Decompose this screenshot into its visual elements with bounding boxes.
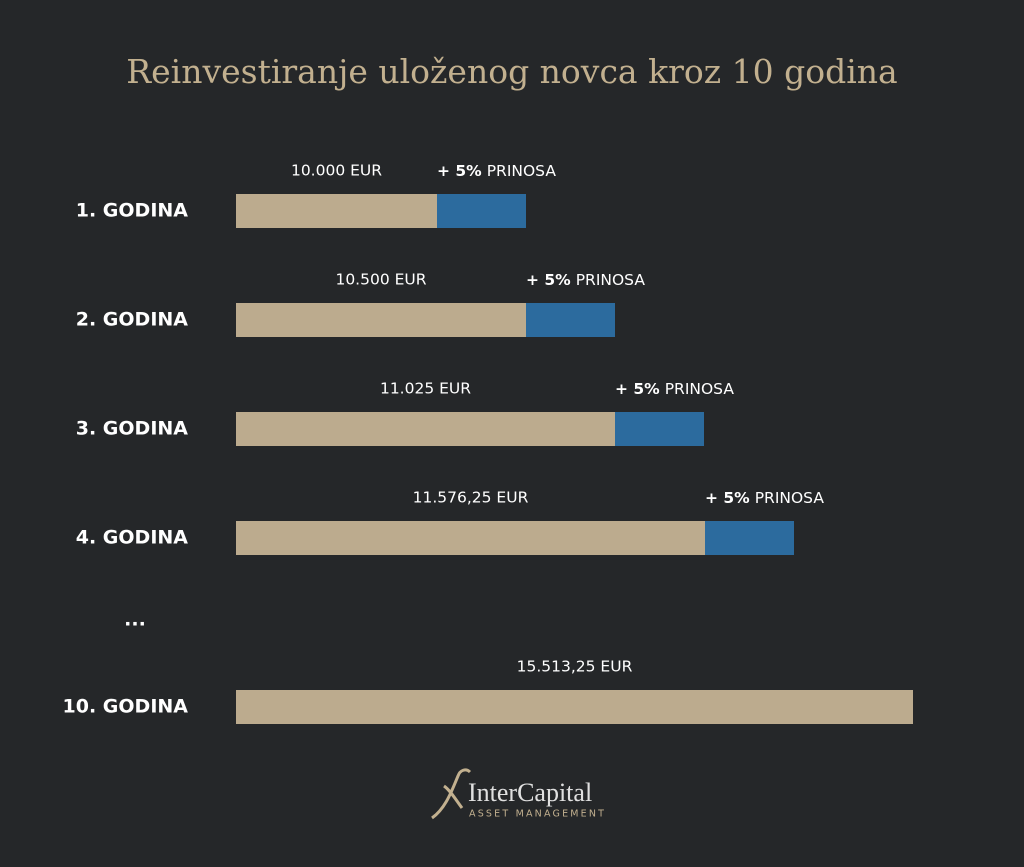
principal-bar — [236, 194, 437, 228]
gain-bar — [705, 521, 794, 555]
amount-label: 11.576,25 EUR — [413, 489, 529, 507]
gain-label: + 5% PRINOSA — [526, 271, 645, 289]
gain-bar — [437, 194, 526, 228]
gain-value: + 5% — [437, 162, 482, 180]
gain-bar — [526, 303, 615, 337]
gain-bar — [615, 412, 704, 446]
gain-label: + 5% PRINOSA — [615, 380, 734, 398]
row-label: 1. GODINA — [76, 200, 189, 222]
gain-value: + 5% — [526, 271, 571, 289]
principal-bar — [236, 303, 526, 337]
row-label: 2. GODINA — [76, 309, 189, 331]
gain-text: PRINOSA — [487, 162, 557, 180]
gain-value: + 5% — [615, 380, 660, 398]
gain-label: + 5% PRINOSA — [705, 489, 824, 507]
logo-name: InterCapital — [468, 778, 592, 807]
title: Reinvestiranje uloženog novca kroz 10 go… — [126, 52, 897, 91]
amount-label: 10.500 EUR — [335, 271, 426, 289]
amount-label: 11.025 EUR — [380, 380, 471, 398]
row-label: 3. GODINA — [76, 418, 189, 440]
gain-text: PRINOSA — [576, 271, 646, 289]
ellipsis: ... — [124, 609, 146, 631]
principal-bar — [236, 521, 705, 555]
principal-bar — [236, 412, 615, 446]
gain-label: + 5% PRINOSA — [437, 162, 556, 180]
row-label: 4. GODINA — [76, 527, 189, 549]
gain-text: PRINOSA — [755, 489, 825, 507]
gain-value: + 5% — [705, 489, 750, 507]
amount-label: 15.513,25 EUR — [517, 658, 633, 676]
logo-mark — [431, 768, 472, 820]
principal-bar — [236, 690, 913, 724]
logo-tagline: ASSET MANAGEMENT — [469, 809, 606, 820]
row-label: 10. GODINA — [63, 696, 189, 718]
amount-label: 10.000 EUR — [291, 162, 382, 180]
gain-text: PRINOSA — [665, 380, 735, 398]
